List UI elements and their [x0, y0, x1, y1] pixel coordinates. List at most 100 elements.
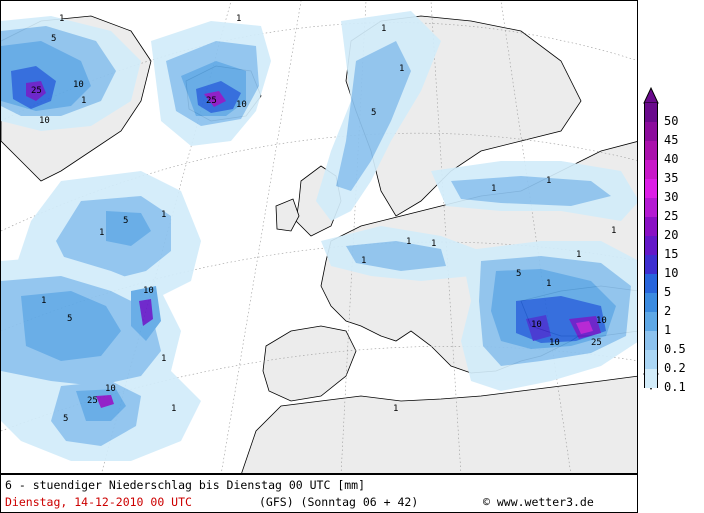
legend-swatch: [644, 350, 658, 369]
precip-area: [106, 211, 151, 246]
map-value-label: 5: [51, 34, 56, 44]
precip-area: [139, 299, 153, 326]
map-value-label: 1: [236, 14, 241, 24]
legend-swatch: [644, 255, 658, 274]
site-credit[interactable]: © www.wetter3.de: [483, 495, 594, 509]
legend-item: 0.2: [640, 350, 704, 375]
map-canvas: 1 5 10 25 1 10 25 10 1 5 1 1 1 1 5 1 1 1…: [1, 1, 637, 473]
legend-label: 1: [664, 323, 672, 337]
map-value-label: 1: [399, 64, 404, 74]
color-legend: 50 45 40 35 30 25 20 15 10 5 2 1 0.5 0.2 0.1: [640, 84, 704, 394]
map-value-label: 1: [546, 176, 551, 186]
legend-swatch: [644, 198, 658, 217]
legend-swatch: [644, 369, 658, 388]
map-value-label: 1: [406, 237, 411, 247]
precip-area: [451, 176, 611, 206]
legend-item: 10: [640, 255, 704, 280]
legend-label: 0.2: [664, 361, 686, 375]
legend-swatch: [644, 160, 658, 179]
legend-item: 15: [640, 236, 704, 261]
map-value-label: 10: [73, 80, 84, 90]
legend-label: 25: [664, 209, 679, 223]
legend-arrow-up-icon: [643, 86, 659, 104]
precipitation-map: 1 5 10 25 1 10 25 10 1 5 1 1 1 1 5 1 1 1…: [0, 0, 638, 474]
legend-label: 40: [664, 152, 679, 166]
legend-label: 35: [664, 171, 679, 185]
legend-item: 0.5: [640, 331, 704, 356]
legend-swatch: [644, 217, 658, 236]
legend-swatch: [644, 274, 658, 293]
valid-date: Dienstag, 14-12-2010 00 UTC: [5, 495, 192, 509]
legend-label: 2: [664, 304, 672, 318]
map-value-label: 25: [206, 96, 217, 106]
legend-swatch: [644, 236, 658, 255]
map-value-label: 1: [491, 184, 496, 194]
map-value-label: 5: [516, 269, 521, 279]
map-value-label: 10: [39, 116, 50, 126]
map-value-label: 25: [591, 338, 602, 348]
land-iberia: [262, 325, 357, 402]
legend-item: 5: [640, 274, 704, 299]
legend-swatch: [644, 293, 658, 312]
map-value-label: 1: [99, 228, 104, 238]
map-value-label: 1: [41, 296, 46, 306]
map-value-label: 5: [67, 314, 72, 324]
precip-area: [204, 91, 226, 107]
legend-item: 25: [640, 198, 704, 223]
map-value-label: 1: [59, 14, 64, 24]
legend-label: 0.5: [664, 342, 686, 356]
precip-area: [576, 321, 593, 334]
legend-swatch: [644, 122, 658, 141]
legend-item: 0.1: [640, 369, 704, 394]
map-value-label: 1: [161, 210, 166, 220]
map-value-label: 5: [123, 216, 128, 226]
legend-label: 15: [664, 247, 679, 261]
legend-swatch: [644, 312, 658, 331]
legend-swatch: [644, 179, 658, 198]
map-value-label: 5: [371, 108, 376, 118]
map-value-label: 10: [596, 316, 607, 326]
legend-item: 50: [640, 103, 704, 128]
map-value-label: 5: [63, 414, 68, 424]
map-value-label: 1: [431, 239, 436, 249]
map-value-label: 1: [171, 404, 176, 414]
map-value-label: 1: [393, 404, 398, 414]
land-africa: [241, 375, 637, 473]
legend-swatch: [644, 141, 658, 160]
map-value-label: 10: [143, 286, 154, 296]
map-value-label: 25: [31, 86, 42, 96]
map-value-label: 10: [531, 320, 542, 330]
map-value-label: 10: [105, 384, 116, 394]
legend-item: 2: [640, 293, 704, 318]
precip-area: [21, 291, 121, 361]
legend-item: 1: [640, 312, 704, 337]
legend-label: 20: [664, 228, 679, 242]
map-value-label: 1: [546, 279, 551, 289]
precip-area: [96, 395, 114, 408]
map-value-label: 1: [161, 354, 166, 364]
legend-item: 45: [640, 122, 704, 147]
precip-area: [346, 241, 446, 271]
legend-label: 10: [664, 266, 679, 280]
map-value-label: 1: [576, 250, 581, 260]
map-value-label: 1: [361, 256, 366, 266]
map-value-label: 1: [611, 226, 616, 236]
legend-label: 0.1: [664, 380, 686, 394]
precip-layer: [1, 11, 637, 461]
precip-area: [26, 81, 46, 101]
precip-area: [526, 315, 551, 341]
legend-item: 35: [640, 160, 704, 185]
legend-label: 5: [664, 285, 672, 299]
precip-area: [336, 41, 411, 191]
legend-item: 30: [640, 179, 704, 204]
map-value-label: 1: [381, 24, 386, 34]
map-value-label: 10: [549, 338, 560, 348]
legend-swatch: [644, 103, 658, 122]
model-run: (GFS) (Sonntag 06 + 42): [259, 495, 419, 509]
legend-swatch: [644, 331, 658, 350]
map-footer: 6 - stuendiger Niederschlag bis Dienstag…: [0, 474, 638, 513]
map-labels: 1 5 10 25 1 10 25 10 1 5 1 1 1 1 5 1 1 1…: [31, 14, 616, 424]
legend-item: 20: [640, 217, 704, 242]
legend-label: 45: [664, 133, 679, 147]
map-value-label: 25: [87, 396, 98, 406]
